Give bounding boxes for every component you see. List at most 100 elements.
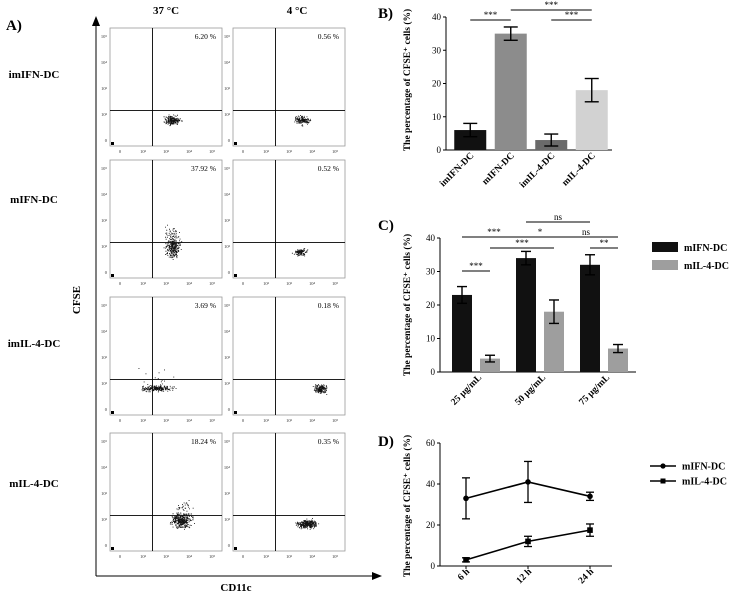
plot-frame xyxy=(109,159,223,279)
plot-x-tick: 10³ xyxy=(286,554,293,559)
plot-y-tick: 10⁵ xyxy=(224,34,231,39)
plot-frame xyxy=(109,432,223,552)
b-y-axis-label: The percentage of CFSE⁺ cells (%) xyxy=(402,9,413,151)
a-x-axis-label: CD11c xyxy=(220,582,251,593)
c-significance-label: *** xyxy=(487,227,501,237)
plot-x-tick: 10⁵ xyxy=(209,281,216,286)
c-legend-label: mIFN-DC xyxy=(684,243,727,254)
d-legend-label: mIL-4-DC xyxy=(682,477,727,488)
b-x-tick-label: mIFN-DC xyxy=(481,151,517,187)
plot-frame xyxy=(232,159,346,279)
panel-c-label: C) xyxy=(378,218,394,234)
d-point-mifn xyxy=(525,479,531,485)
b-y-tick-label: 0 xyxy=(437,145,442,155)
d-x-tick-label: 12 h xyxy=(515,567,535,587)
dot-plot-r2-c1: 10⁵ 10⁴ 10³ 10² 0 0 10² 10³ 10⁴ 10⁵ 37.92 % xyxy=(101,159,223,286)
plot-x-tick: 10⁵ xyxy=(209,418,216,423)
d-point-mifn xyxy=(463,495,469,502)
plot-x-tick: 10² xyxy=(140,149,147,154)
c-bar-mifn xyxy=(580,264,600,372)
plot-y-tick: 10⁴ xyxy=(101,465,108,470)
d-point-mil4 xyxy=(525,538,531,545)
a-y-axis-label: CFSE xyxy=(71,286,83,314)
d-y-tick-label: 40 xyxy=(426,479,436,489)
c-x-tick-label: 50 μg/mL xyxy=(514,373,549,408)
plot-x-tick: 0 xyxy=(119,149,122,154)
b-y-tick-label: 10 xyxy=(432,112,442,122)
a-y-axis-arrow xyxy=(92,16,100,26)
plot-frame xyxy=(232,296,346,416)
c-bar-mil4 xyxy=(544,311,564,372)
plot-corner-marker xyxy=(234,411,237,414)
plot-x-tick: 10⁴ xyxy=(186,149,193,154)
c-y-tick-label: 0 xyxy=(431,367,436,377)
plot-y-tick: 10³ xyxy=(224,86,231,91)
b-significance-label: *** xyxy=(565,10,579,20)
dot-plot-r1-c2: 10⁵ 10⁴ 10³ 10² 0 0 10² 10³ 10⁴ 10⁵ 0.56 % xyxy=(224,27,346,154)
plot-y-tick: 10⁴ xyxy=(101,60,108,65)
plot-x-tick: 10⁵ xyxy=(332,418,339,423)
b-bar xyxy=(454,130,487,150)
d-y-tick-label: 20 xyxy=(426,520,436,530)
row-label-mifn-dc: mIFN-DC xyxy=(10,194,58,206)
plot-x-tick: 10⁴ xyxy=(186,418,193,423)
d-legend-marker xyxy=(660,463,666,469)
panel-d-label: D) xyxy=(378,434,394,450)
dot-plot-r4-c2: 10⁵ 10⁴ 10³ 10² 0 0 10² 10³ 10⁴ 10⁵ 0.35 % xyxy=(224,432,346,559)
plot-y-tick: 10³ xyxy=(101,491,108,496)
dot-cloud xyxy=(294,115,312,127)
plot-y-tick: 10² xyxy=(101,381,108,386)
plot-y-tick: 10³ xyxy=(101,218,108,223)
plot-x-tick: 10⁴ xyxy=(186,554,193,559)
panel-a: A) 37 °C 4 °C imIFN-DC mIFN-DC imIL-4-DC… xyxy=(6,5,382,593)
plot-y-tick: 10⁵ xyxy=(101,34,108,39)
plot-y-tick: 0 xyxy=(228,407,231,412)
quadrant-percentage: 0.52 % xyxy=(318,164,339,173)
quadrant-percentage: 37.92 % xyxy=(191,164,216,173)
plot-y-tick: 10⁵ xyxy=(224,166,231,171)
dot-cloud xyxy=(291,248,309,257)
dot-cloud xyxy=(169,500,195,530)
b-x-tick-label: imIFN-DC xyxy=(438,151,476,189)
b-significance-label: *** xyxy=(484,10,498,20)
d-y-axis-label: The percentage of CFSE⁺ cells (%) xyxy=(402,435,413,577)
plot-x-tick: 10³ xyxy=(286,149,293,154)
panel-c: C) The percentage of CFSE⁺ cells (%) 0 10… xyxy=(378,212,729,408)
plot-x-tick: 10⁵ xyxy=(209,149,216,154)
plot-x-tick: 10⁴ xyxy=(309,418,316,423)
d-x-tick-label: 24 h xyxy=(577,567,597,587)
plot-y-tick: 0 xyxy=(105,138,108,143)
plot-frame xyxy=(109,296,223,416)
b-y-tick-label: 20 xyxy=(432,79,442,89)
plot-y-tick: 10⁴ xyxy=(101,192,108,197)
plot-y-tick: 10³ xyxy=(101,355,108,360)
plot-y-tick: 10⁴ xyxy=(224,465,231,470)
plot-x-tick: 10² xyxy=(263,281,270,286)
plot-x-tick: 0 xyxy=(242,418,245,423)
dot-cloud xyxy=(295,518,320,530)
quadrant-percentage: 0.56 % xyxy=(318,32,339,41)
dot-plot-r1-c1: 10⁵ 10⁴ 10³ 10² 0 0 10² 10³ 10⁴ 10⁵ 6.20 % xyxy=(101,27,223,154)
plot-y-tick: 0 xyxy=(105,270,108,275)
c-y-tick-label: 20 xyxy=(426,300,436,310)
plot-y-tick: 10⁴ xyxy=(224,60,231,65)
plot-corner-marker xyxy=(111,274,114,277)
plot-y-tick: 10³ xyxy=(224,218,231,223)
c-significance-label: ns xyxy=(554,212,563,222)
plot-y-tick: 10⁵ xyxy=(101,439,108,444)
plot-y-tick: 10² xyxy=(224,381,231,386)
d-y-tick-label: 0 xyxy=(431,561,436,571)
plot-y-tick: 10⁴ xyxy=(224,329,231,334)
plot-x-tick: 10² xyxy=(263,554,270,559)
plot-x-tick: 0 xyxy=(119,281,122,286)
b-bar xyxy=(494,33,527,150)
c-significance-label: *** xyxy=(515,238,529,248)
plot-y-tick: 10⁵ xyxy=(224,303,231,308)
plot-x-tick: 10² xyxy=(140,554,147,559)
c-y-tick-label: 30 xyxy=(426,267,436,277)
c-bar-mifn xyxy=(516,258,536,372)
c-x-tick-label: 25 μg/mL xyxy=(450,373,485,408)
plot-corner-marker xyxy=(111,547,114,550)
dot-cloud xyxy=(138,368,177,393)
